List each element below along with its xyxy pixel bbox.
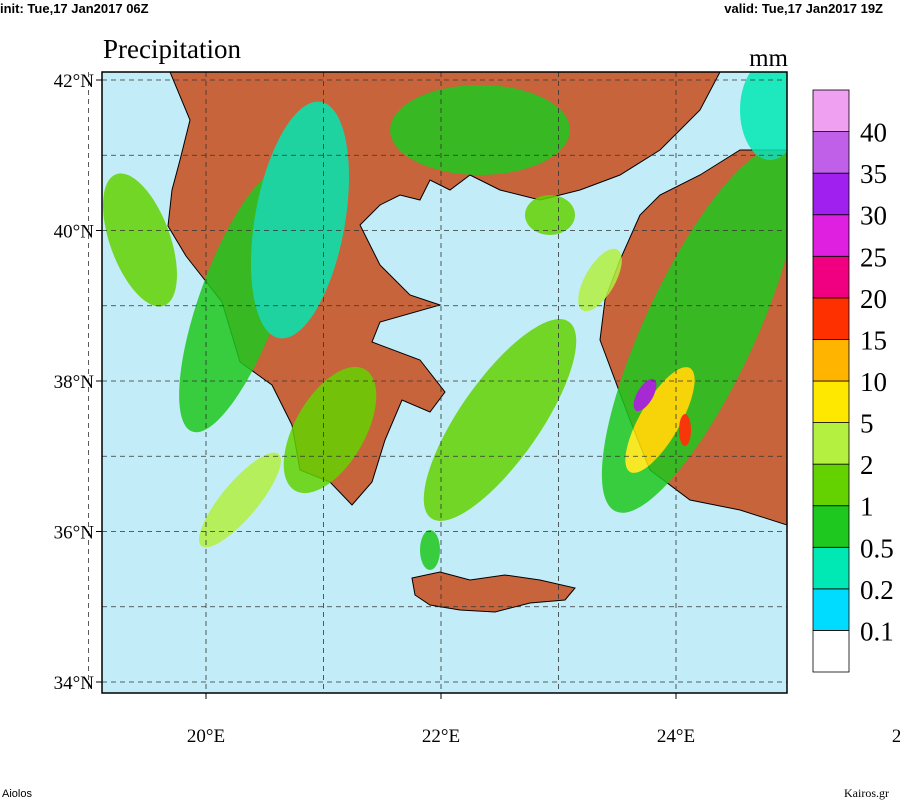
footer-left: Aiolos [2,788,32,800]
legend-swatch [812,297,850,340]
legend-swatch [812,89,850,132]
map-frame [101,71,788,694]
legend-label: 0.1 [860,616,894,646]
legend-swatch [812,214,850,257]
legend-label: 35 [860,159,887,189]
legend-label: 20 [860,284,887,314]
lat-label: 38°N [54,372,95,393]
legend-label: 5 [860,409,874,439]
lat-label: 36°N [54,523,95,544]
legend-label: 30 [860,201,887,231]
legend-swatch [812,630,850,673]
unit-label: mm [749,45,788,72]
lon-label: 22°E [422,726,460,747]
legend-swatch [812,131,850,174]
legend-label: 40 [860,118,887,148]
lat-label: 40°N [54,222,95,243]
legend-swatch [812,546,850,590]
legend-swatch [812,339,850,382]
legend-label: 0.5 [860,533,894,563]
footer-right: Kairos.gr [844,786,889,800]
legend-label: 25 [860,242,887,272]
legend-swatch [812,255,850,299]
legend-swatch [812,380,850,423]
lon-label: 24°E [657,726,695,747]
valid-time: valid: Tue,17 Jan2017 19Z [724,1,883,16]
init-time: init: Tue,17 Jan2017 06Z [0,1,149,16]
legend-swatch [812,463,850,507]
legend-label: 10 [860,367,887,397]
legend-swatch [812,172,850,216]
legend-label: 0.2 [860,575,894,605]
legend-swatch [812,505,850,548]
legend-label: 2 [860,450,874,480]
precipitation [103,72,787,570]
lon-label: 26°E [892,726,900,747]
lat-label: 34°N [54,673,95,694]
legend-label: 15 [860,325,887,355]
legend-label: 1 [860,492,874,522]
legend-swatch [812,422,850,465]
lat-label: 42°N [54,71,95,92]
map-title: Precipitation [103,34,241,64]
legend-swatch [812,588,850,631]
map [88,71,788,699]
lon-label: 20°E [187,726,225,747]
land-crete [411,571,576,613]
